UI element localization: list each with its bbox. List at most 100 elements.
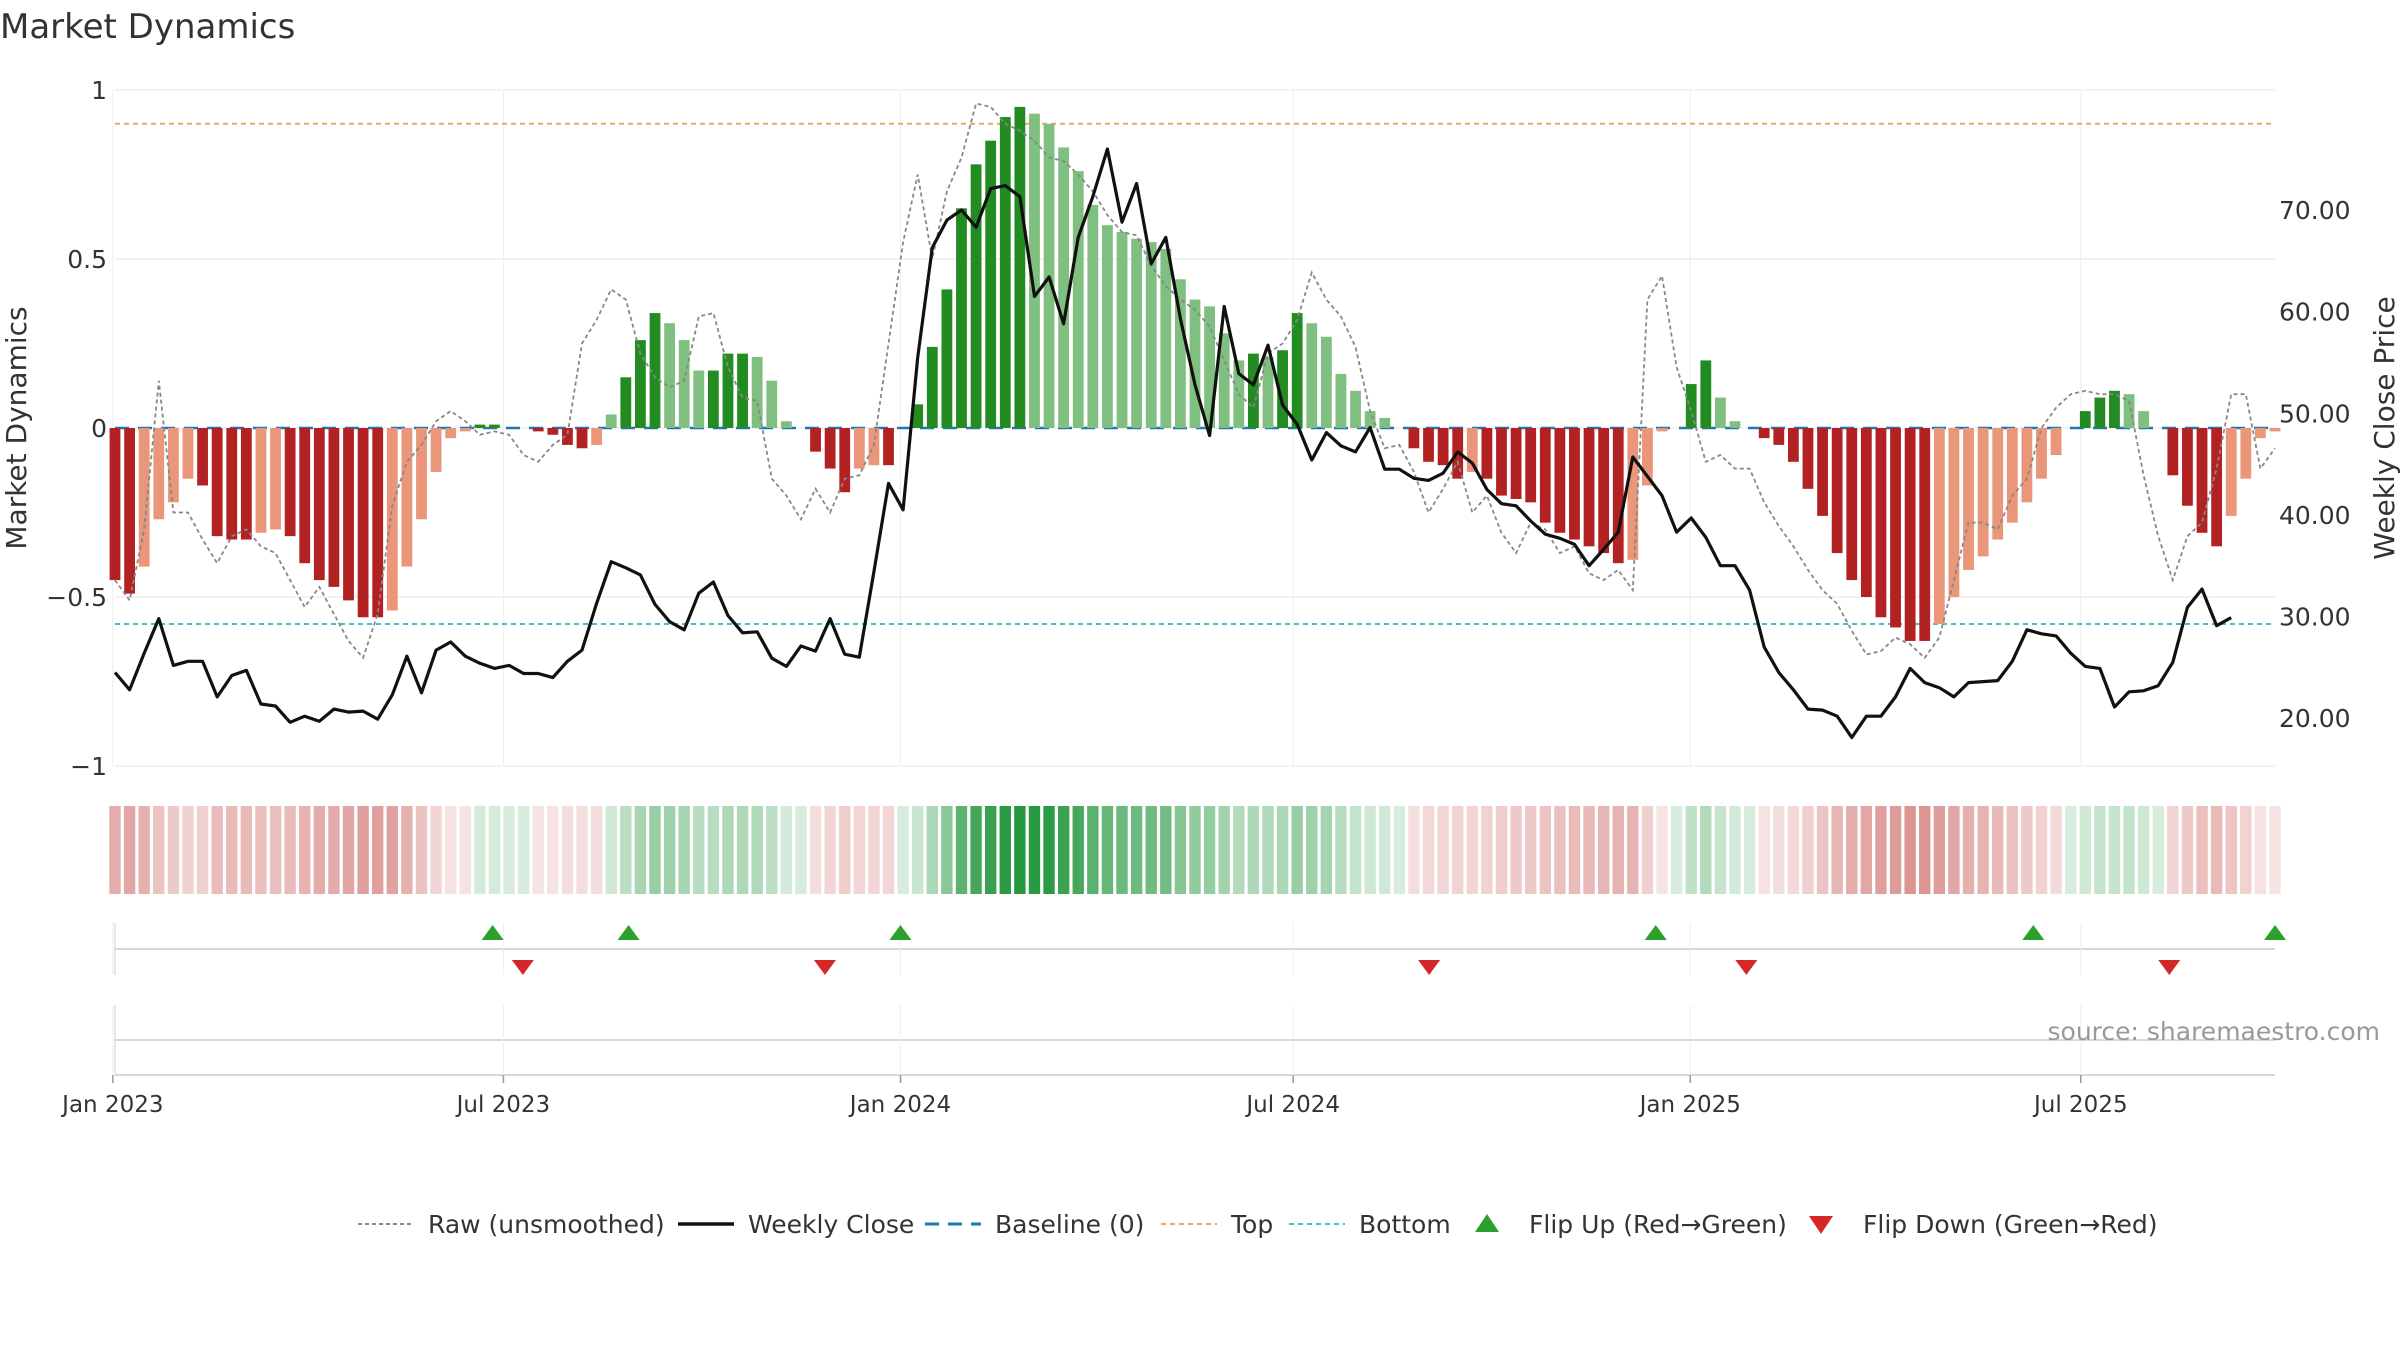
regime-cell [1802, 806, 1814, 894]
regime-cell [736, 806, 749, 894]
momentum-bar [489, 424, 500, 428]
momentum-bar [620, 377, 632, 428]
regime-cell [1758, 806, 1770, 894]
momentum-bar [1350, 390, 1361, 428]
regime-cell [2152, 806, 2164, 894]
regime-cell [503, 806, 515, 894]
regime-cell [1875, 806, 1887, 894]
regime-cell [401, 806, 413, 894]
regime-cell [1481, 806, 1493, 894]
regime-cell [1919, 806, 1931, 894]
momentum-bar [999, 117, 1011, 428]
legend-label: Top [1230, 1210, 1273, 1239]
momentum-bar [2269, 428, 2281, 432]
legend: Raw (unsmoothed) Weekly Close Baseline (0)… [358, 1210, 2158, 1239]
momentum-bar [1729, 421, 1741, 428]
momentum-bar [1072, 171, 1084, 428]
momentum-bar [1175, 279, 1186, 428]
momentum-bar [2050, 428, 2062, 456]
legend-label: Bottom [1359, 1210, 1451, 1239]
regime-cell [1992, 806, 2004, 894]
momentum-bar [1379, 417, 1391, 428]
momentum-bar [912, 404, 924, 428]
regime-cell [1408, 806, 1420, 894]
legend-label: Weekly Close [748, 1210, 914, 1239]
flip-up-marker [2264, 925, 2286, 940]
regime-cell [444, 806, 457, 894]
momentum-bar [2021, 428, 2033, 503]
regime-cell [1816, 806, 1829, 894]
momentum-bar [1598, 428, 1610, 554]
regime-cell [590, 806, 603, 894]
momentum-bar [401, 428, 413, 567]
momentum-bar [386, 428, 398, 611]
momentum-bar [153, 428, 165, 520]
momentum-bar [1525, 428, 1537, 503]
flip-up-marker [889, 925, 912, 940]
regime-cell [1116, 806, 1128, 894]
regime-cell [1495, 806, 1508, 894]
source-label: source: sharemaestro.com [2048, 1017, 2381, 1046]
momentum-bar [737, 353, 748, 428]
momentum-bar [926, 346, 938, 428]
regime-cell [342, 806, 355, 894]
momentum-bar [2138, 411, 2150, 428]
regime-cell [1948, 806, 1960, 894]
regime-cell [255, 806, 267, 894]
regime-cell [2094, 806, 2106, 894]
legend-item: Flip Down (Green→Red) [1809, 1210, 2158, 1239]
regime-cell [2269, 806, 2281, 894]
regime-cell [226, 806, 238, 894]
momentum-bar [1335, 373, 1347, 428]
regime-cell [882, 806, 895, 894]
x-axis: Jan 2023 Jul 2023 Jan 2024 Jul 2024 Jan 2025… [60, 1005, 2275, 1118]
regime-cell [2225, 806, 2237, 894]
momentum-bar [1277, 350, 1288, 428]
momentum-bar [1510, 428, 1522, 499]
momentum-bar [824, 428, 836, 469]
momentum-bar [751, 357, 763, 428]
legend-item: Raw (unsmoothed) [358, 1210, 665, 1239]
flip-up-marker [1644, 925, 1667, 940]
y-tick-label: 0.5 [67, 245, 107, 274]
legend-item: Baseline (0) [925, 1210, 1144, 1239]
regime-cell [853, 806, 866, 894]
weekly-close-line [113, 147, 2232, 740]
regime-cell [532, 806, 544, 894]
regime-cell [1510, 806, 1522, 894]
legend-label: Raw (unsmoothed) [428, 1210, 665, 1239]
momentum-bar [1262, 357, 1274, 428]
momentum-bar [445, 428, 457, 439]
momentum-bar [839, 428, 851, 493]
raw-line [114, 102, 2276, 660]
momentum-bar [372, 428, 384, 618]
regime-cell [2240, 806, 2252, 894]
regime-cell [1641, 806, 1654, 894]
momentum-bar [2167, 428, 2179, 476]
y2-tick-label: 50.00 [2279, 399, 2351, 428]
y-axis-ticks: 1 0.5 0 −0.5 −1 [46, 76, 107, 781]
regime-cell [1466, 806, 1478, 894]
flip-down-marker [1418, 960, 1441, 975]
regime-cell [1043, 806, 1055, 894]
regime-cell [2079, 806, 2091, 894]
regime-cell [2137, 806, 2150, 894]
regime-cell [780, 806, 793, 894]
regime-cell [868, 806, 880, 894]
y2-tick-label: 40.00 [2279, 501, 2351, 530]
regime-cell [1627, 806, 1639, 894]
regime-cell [1072, 806, 1084, 894]
momentum-bar [328, 428, 340, 587]
flip-up-marker [617, 925, 640, 940]
regime-cell [751, 806, 763, 894]
y-tick-label: 0 [91, 414, 107, 443]
momentum-bar [780, 421, 792, 428]
regime-cell [2196, 806, 2208, 894]
regime-cell [2167, 806, 2179, 894]
regime-cell [357, 806, 369, 894]
momentum-bar [343, 428, 354, 601]
momentum-bar [547, 428, 559, 435]
momentum-bar [1029, 113, 1040, 428]
regime-cell [561, 806, 574, 894]
